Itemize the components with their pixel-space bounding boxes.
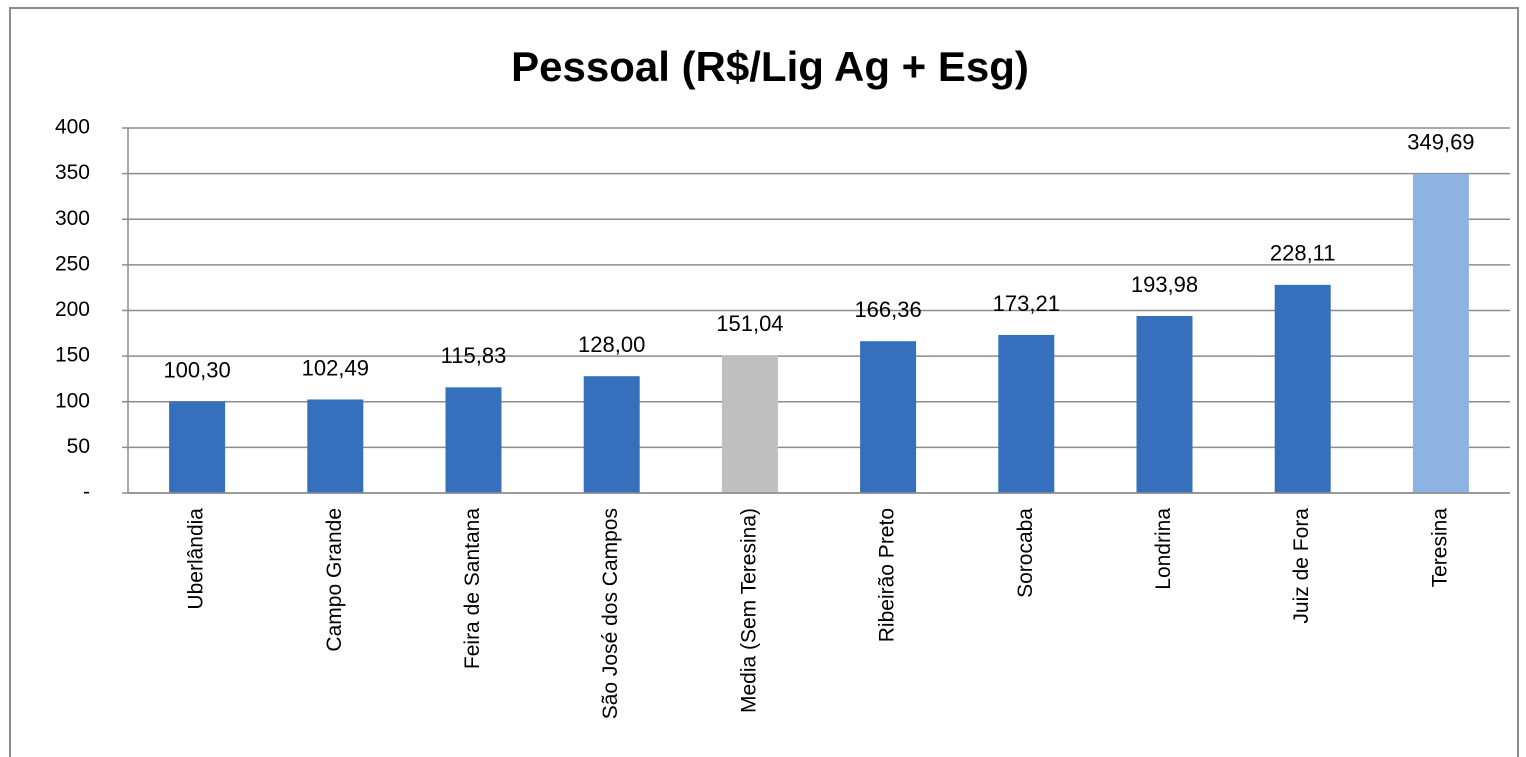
y-tick-label: -	[83, 481, 90, 504]
x-tick-label: Londrina	[1152, 508, 1175, 590]
x-tick-label: Ribeirão Preto	[876, 508, 899, 642]
bar	[721, 355, 778, 493]
x-tick-label: Feira de Santana	[461, 508, 484, 669]
bar	[307, 399, 364, 493]
x-tick-label: Campo Grande	[323, 508, 346, 652]
value-label: 166,36	[854, 297, 921, 322]
value-label: 115,83	[441, 343, 507, 368]
y-tick-label: 300	[55, 207, 90, 230]
x-tick-label: Uberlândia	[185, 508, 208, 610]
value-label: 102,49	[302, 355, 369, 380]
y-tick-label: 200	[55, 298, 90, 321]
bar	[445, 387, 502, 493]
bar	[1274, 284, 1331, 493]
y-tick-label: 100	[55, 389, 90, 412]
value-label: 151,04	[716, 311, 783, 336]
x-tick-label: Teresina	[1428, 508, 1451, 588]
x-tick-label: Juiz de Fora	[1290, 508, 1313, 624]
x-tick-label: Sorocaba	[1014, 508, 1037, 598]
bar	[1412, 173, 1469, 493]
chart-title: Pessoal (R$/Lig Ag + Esg)	[511, 43, 1029, 90]
bar	[860, 341, 917, 493]
value-label: 193,98	[1131, 272, 1198, 297]
value-label: 349,69	[1407, 130, 1474, 155]
y-tick-label: 250	[55, 252, 90, 275]
y-tick-label: 400	[55, 116, 90, 139]
bar	[1136, 315, 1193, 493]
x-tick-label: São José dos Campos	[599, 508, 622, 719]
value-label: 100,30	[163, 357, 230, 382]
value-label: 173,21	[993, 291, 1060, 316]
y-tick-label: 350	[55, 161, 90, 184]
y-tick-label: 50	[67, 435, 90, 458]
value-label: 228,11	[1270, 241, 1336, 266]
bar	[169, 401, 226, 493]
bar	[583, 376, 640, 493]
value-label: 128,00	[578, 332, 645, 357]
y-tick-label: 150	[55, 344, 90, 367]
x-tick-label: Media (Sem Teresina)	[737, 508, 760, 713]
bar	[998, 334, 1055, 493]
